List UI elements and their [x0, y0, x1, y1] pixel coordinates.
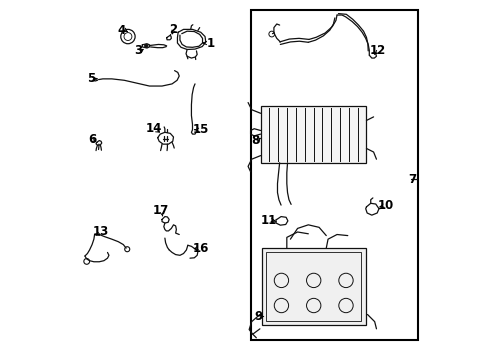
- Text: 14: 14: [145, 122, 162, 135]
- Text: 8: 8: [251, 134, 259, 147]
- Text: 9: 9: [253, 310, 262, 324]
- Text: 7: 7: [407, 173, 416, 186]
- Text: 3: 3: [134, 44, 142, 57]
- Text: 15: 15: [192, 123, 208, 136]
- Text: 5: 5: [87, 72, 95, 85]
- Bar: [261, 248, 365, 325]
- Text: 17: 17: [153, 204, 169, 217]
- Bar: [265, 252, 361, 321]
- Text: 10: 10: [377, 199, 393, 212]
- Text: 1: 1: [206, 36, 214, 50]
- Text: 11: 11: [260, 214, 276, 227]
- Circle shape: [144, 44, 148, 48]
- Text: 4: 4: [118, 24, 126, 37]
- Bar: [250, 10, 418, 339]
- Text: 13: 13: [92, 225, 108, 238]
- Text: 16: 16: [192, 242, 208, 255]
- Text: 12: 12: [369, 44, 385, 57]
- Text: 2: 2: [169, 23, 177, 36]
- Text: 6: 6: [88, 132, 96, 145]
- Bar: [260, 106, 366, 163]
